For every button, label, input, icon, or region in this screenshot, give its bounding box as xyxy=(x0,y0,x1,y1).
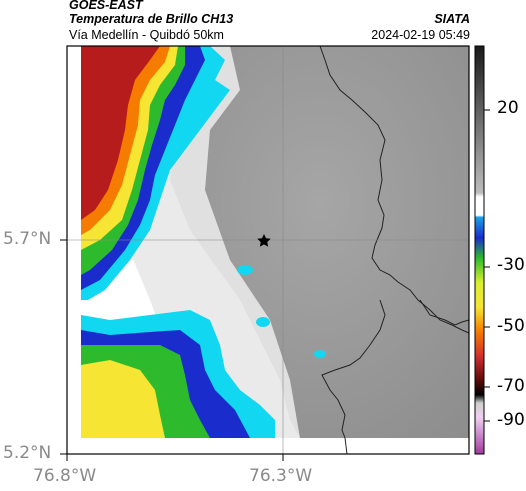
colorbar-label: -90 xyxy=(497,410,525,430)
municipal-boundary xyxy=(419,299,470,326)
datetime-label: 2024-02-19 05:49 xyxy=(371,28,470,42)
colorbar-label: -30 xyxy=(497,255,525,275)
lon-label: 76.8°W xyxy=(33,466,97,486)
route-subtitle: Vía Medellín - Quibdó 50km xyxy=(69,28,224,42)
product-title: Temperatura de Brillo CH13 xyxy=(69,12,234,26)
agency-label: SIATA xyxy=(434,12,470,26)
cloud-blob xyxy=(204,98,216,106)
land-region xyxy=(170,46,469,438)
cloud-south-yellow xyxy=(81,360,165,438)
department-boundary-south xyxy=(321,299,386,455)
colorbar-ticks xyxy=(484,109,490,422)
colorbar-label: -50 xyxy=(497,316,525,336)
colorbar-label: -70 xyxy=(497,376,525,396)
location-marker-star-icon xyxy=(257,234,271,247)
lon-label: 76.3°W xyxy=(249,466,313,486)
cloud-red-core xyxy=(81,46,160,220)
colorbar xyxy=(474,45,485,455)
cloud-blob xyxy=(314,350,326,358)
lat-label: 5.7°N xyxy=(3,229,52,249)
satellite-title: GOES-EAST xyxy=(69,0,143,12)
colorbar-label: 20 xyxy=(497,98,519,118)
department-boundary-east xyxy=(319,45,470,334)
cloud-blob xyxy=(256,317,270,327)
map-frame xyxy=(66,45,470,455)
lat-label: 5.2°N xyxy=(3,443,52,463)
cloud-blob xyxy=(237,265,253,275)
no-data-strip xyxy=(81,438,469,454)
